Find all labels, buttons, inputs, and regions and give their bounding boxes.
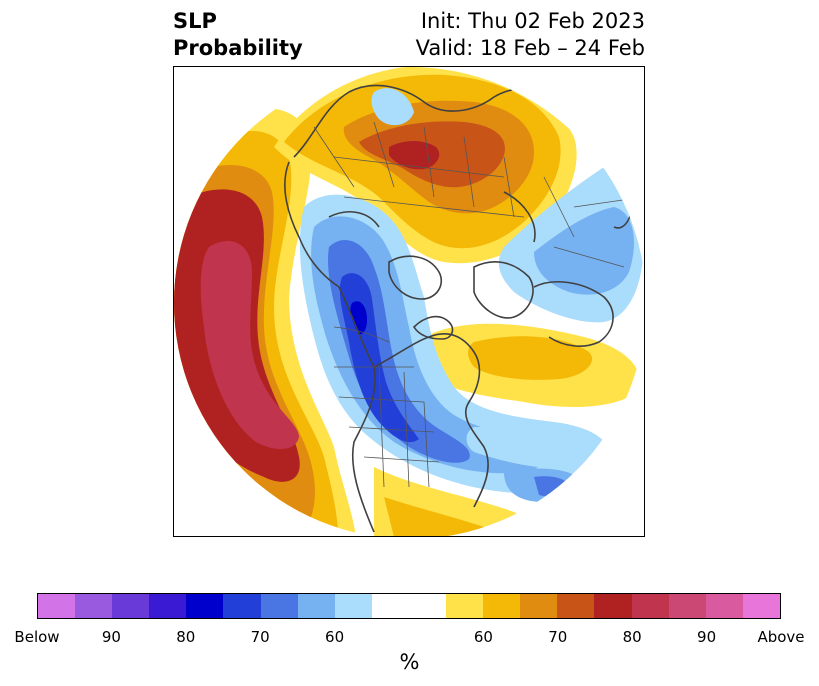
valid-range: Valid: 18 Feb – 24 Feb [415,36,645,60]
colorbar-tick-label: 90 [697,628,717,646]
eurasia-above-anomaly [274,67,577,264]
colorbar-cell [408,594,447,618]
asia-below-anomaly [371,88,644,323]
init-date: Init: Thu 02 Feb 2023 [420,9,645,33]
colorbar-unit-label: % [399,650,420,674]
colorbar-cell [297,594,335,618]
colorbar-cell [446,594,484,618]
colorbar-cell [371,594,409,618]
title-quantity: Probability [173,36,303,60]
colorbar-cell [668,594,706,618]
probability-field [174,67,644,536]
map-panel [173,66,645,537]
colorbar-tick-label: 60 [473,628,493,646]
colorbar-tick-label: 70 [250,628,270,646]
colorbar-cell [75,594,113,618]
colorbar-cells [37,593,781,619]
colorbar-cell [149,594,187,618]
atlantic-above-anomaly [374,323,640,536]
colorbar-tick-label: 80 [622,628,642,646]
colorbar-cell [38,594,76,618]
political-borders [313,121,644,488]
map-top-gap [344,67,389,70]
forecast-dates: Init: Thu 02 Feb 2023 Valid: 18 Feb – 24… [416,8,645,62]
colorbar-cell [631,594,669,618]
colorbar-tick-label: 90 [101,628,121,646]
colorbar-tick-label: Above [757,628,805,646]
colorbar-cell [223,594,261,618]
colorbar-cell [520,594,558,618]
colorbar-cell [334,594,372,618]
map-title: SLP Probability [173,8,303,62]
colorbar-cell [594,594,632,618]
title-variable: SLP [173,9,217,33]
colorbar [37,593,781,619]
colorbar-tick-label: 60 [325,628,345,646]
colorbar-cell [483,594,521,618]
colorbar-tick-label: Below [14,628,60,646]
colorbar-tick-label: 80 [176,628,196,646]
colorbar-cell [705,594,743,618]
colorbar-cell [742,594,780,618]
colorbar-cell [557,594,595,618]
probability-map [174,67,644,536]
colorbar-cell [186,594,224,618]
colorbar-cell [260,594,298,618]
colorbar-tick-label: 70 [548,628,568,646]
colorbar-cell [112,594,150,618]
